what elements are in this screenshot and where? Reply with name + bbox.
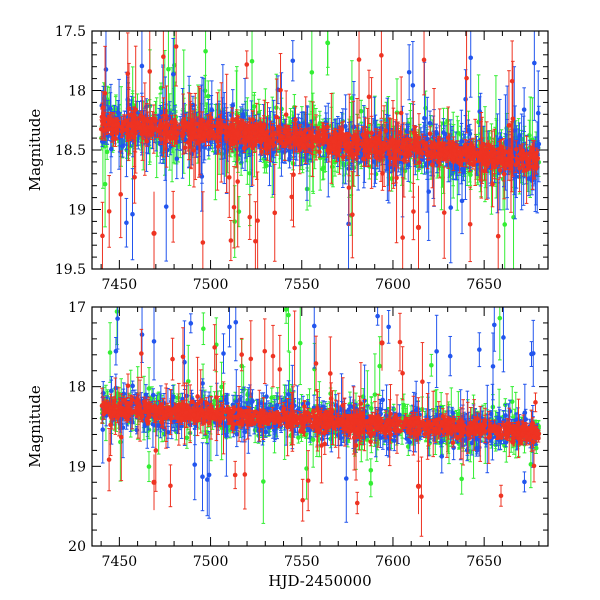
data-point [203, 48, 208, 54]
data-point [251, 104, 257, 109]
data-point [104, 149, 110, 155]
data-point [459, 198, 465, 204]
data-point [349, 95, 355, 101]
data-point [494, 131, 499, 137]
data-point [130, 211, 135, 217]
data-point [174, 156, 180, 162]
data-point [532, 60, 537, 66]
data-point [410, 83, 416, 88]
top-panel: 7450 7500 7550 7600 765017.51818.51919.5Magn… [26, 24, 549, 293]
data-point [468, 55, 474, 61]
data-point [460, 166, 466, 172]
data-point [163, 204, 169, 209]
data-point [358, 108, 364, 114]
data-point [521, 107, 527, 112]
data-point [325, 40, 330, 46]
data-point [406, 69, 412, 75]
data-point [458, 132, 464, 137]
data-point [108, 106, 113, 111]
data-point [422, 115, 427, 121]
data-point [433, 129, 439, 135]
data-point [445, 118, 450, 124]
data-point [502, 222, 508, 227]
data-point [463, 96, 468, 102]
data-point [427, 120, 433, 126]
data-point [249, 58, 255, 64]
data-point [321, 165, 326, 170]
plot-area [98, 31, 542, 269]
data-point [535, 110, 541, 116]
data-point [158, 85, 164, 91]
data-point [139, 63, 145, 69]
data-point [448, 205, 454, 210]
data-point [124, 220, 129, 226]
data-point [170, 71, 176, 77]
data-point [232, 219, 238, 224]
data-point [441, 130, 446, 135]
data-point [309, 70, 315, 75]
data-point [102, 181, 108, 187]
data-point [351, 124, 357, 129]
data-point [166, 66, 171, 72]
data-point [329, 164, 335, 170]
data-point [290, 58, 296, 64]
data-point [526, 176, 532, 181]
